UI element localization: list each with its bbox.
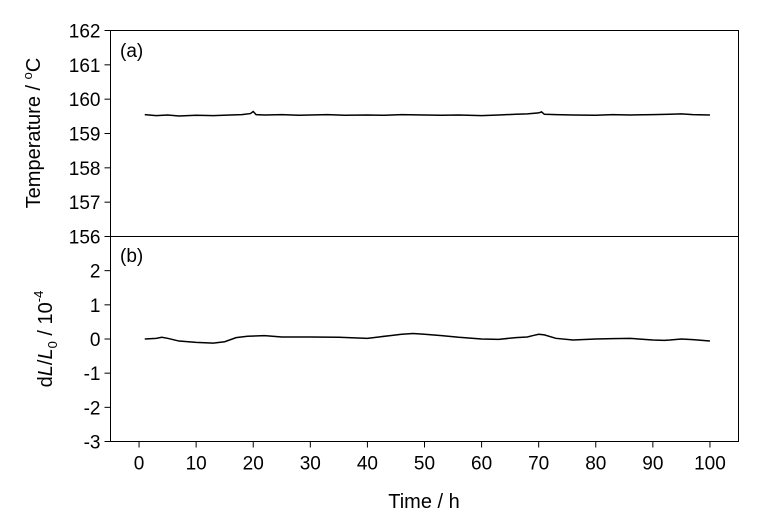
x-tick-label-3: 30	[300, 454, 321, 475]
panel-a-y-tick-label-1: 157	[69, 193, 101, 214]
panel-a-y-tick-label-0: 156	[69, 228, 101, 249]
panel-b-y-axis-label: dL/L0 / 10-4	[31, 291, 60, 388]
panel-b-y-tick-label-1: -2	[84, 398, 101, 419]
panel-b-y-tick-label-5: 2	[90, 262, 101, 283]
temperature-series-line	[144, 110, 710, 117]
panel-b-y-axis-label-l1: L	[35, 365, 57, 376]
panel-a-y-tick-label-6: 162	[69, 22, 101, 43]
x-tick-label-10: 100	[694, 454, 726, 475]
panel-b-y-ticks	[104, 270, 111, 442]
x-tick-label-5: 50	[414, 454, 435, 475]
x-tick-label-9: 90	[642, 454, 663, 475]
panel-b-y-axis-label-d: d	[35, 376, 57, 387]
panel-b-y-axis-label-exponent: -4	[31, 291, 46, 303]
panel-a-y-axis-label-degree: o	[20, 72, 35, 79]
panel-a-y-axis-label: Temperature / oC	[20, 58, 45, 209]
panel-b-y-tick-label-0: -3	[84, 433, 101, 454]
x-ticks	[138, 441, 711, 448]
panel-a-y-tick-label-3: 159	[69, 125, 101, 146]
x-tick-label-2: 20	[243, 454, 264, 475]
x-tick-label-0: 0	[134, 454, 145, 475]
panel-a-y-tick-labels: 156 157 158 159 160 161 162	[69, 22, 101, 249]
panel-b-label: (b)	[120, 246, 143, 267]
panel-b-y-tick-label-4: 1	[90, 296, 101, 317]
panel-a-y-ticks	[104, 30, 111, 237]
x-tick-labels: 0 10 20 30 40 50 60 70 80 90 100	[134, 454, 726, 475]
panel-b-y-axis-label-l2: L	[35, 348, 57, 359]
panel-a-y-axis-label-unit: C	[23, 58, 45, 72]
panel-b-y-axis-label-subscript: 0	[45, 341, 60, 348]
x-tick-label-8: 80	[585, 454, 606, 475]
panel-a-y-axis-label-main: Temperature /	[23, 79, 45, 208]
panel-a-label: (a)	[120, 41, 143, 62]
x-tick-label-7: 70	[528, 454, 549, 475]
x-tick-label-6: 60	[471, 454, 492, 475]
x-axis-label: Time / h	[388, 491, 460, 513]
panel-a-y-tick-label-2: 158	[69, 159, 101, 180]
panel-b-y-axis-label-slash: /	[35, 359, 57, 365]
panel-b-y-axis-label-rest: / 10	[35, 302, 57, 341]
x-tick-label-1: 10	[186, 454, 207, 475]
panel-b-y-tick-label-2: -1	[84, 364, 101, 385]
panel-b-y-tick-label-3: 0	[90, 330, 101, 351]
x-tick-label-4: 40	[357, 454, 378, 475]
panel-a-y-tick-label-5: 161	[69, 56, 101, 77]
panel-a-frame	[110, 30, 739, 237]
panel-b-y-tick-labels: -3 -2 -1 0 1 2	[84, 262, 101, 454]
panel-a-y-tick-label-4: 160	[69, 90, 101, 111]
length-change-series-line	[144, 332, 711, 344]
